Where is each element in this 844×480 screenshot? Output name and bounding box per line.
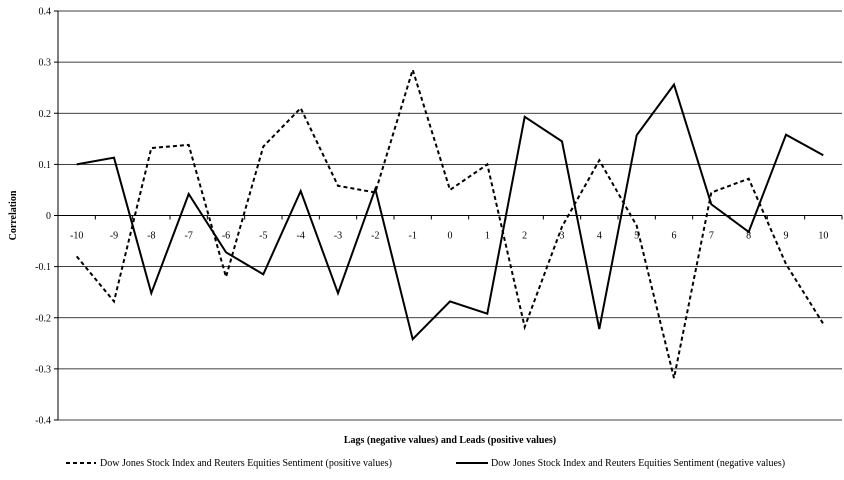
y-tick-label: -0.4 bbox=[35, 416, 51, 427]
series-line-positive bbox=[75, 66, 825, 379]
x-tick-label: -1 bbox=[408, 231, 416, 242]
x-axis-title: Lags (negative values) and Leads (positi… bbox=[344, 435, 556, 446]
y-tick-label: 0.2 bbox=[39, 109, 52, 120]
x-tick-label: -5 bbox=[259, 231, 267, 242]
x-tick-label: -3 bbox=[334, 231, 342, 242]
legend: Dow Jones Stock Index and Reuters Equiti… bbox=[66, 458, 785, 469]
y-axis-title: Correlation bbox=[8, 190, 19, 240]
y-tick-label: -0.1 bbox=[35, 262, 51, 273]
gridlines bbox=[58, 10, 842, 421]
legend-label-positive: Dow Jones Stock Index and Reuters Equiti… bbox=[100, 458, 392, 469]
x-tick-label: -6 bbox=[222, 231, 230, 242]
y-axis-ticks: 0.4 0.3 0.2 0.1 0 -0.1 -0.2 -0.3 -0.4 bbox=[35, 7, 58, 427]
series-line-negative bbox=[76, 82, 824, 342]
y-tick-label: -0.3 bbox=[35, 364, 51, 375]
x-tick-label: 9 bbox=[784, 231, 789, 242]
x-tick-label: 7 bbox=[709, 231, 714, 242]
x-tick-label: -7 bbox=[184, 231, 192, 242]
legend-label-negative: Dow Jones Stock Index and Reuters Equiti… bbox=[491, 458, 785, 469]
y-tick-label: 0.3 bbox=[39, 58, 52, 69]
y-tick-label: 0.1 bbox=[39, 160, 52, 171]
x-tick-label: 3 bbox=[560, 231, 565, 242]
x-tick-label: 4 bbox=[597, 231, 602, 242]
x-tick-label: 0 bbox=[448, 231, 453, 242]
x-tick-label: 8 bbox=[746, 231, 751, 242]
x-tick-label: 2 bbox=[522, 231, 527, 242]
x-tick-label: -2 bbox=[371, 231, 379, 242]
series-lines bbox=[75, 66, 825, 379]
x-tick-label: 10 bbox=[818, 231, 828, 242]
y-tick-label: -0.2 bbox=[35, 313, 51, 324]
x-tick-label: 1 bbox=[485, 231, 490, 242]
x-tick-label: -9 bbox=[110, 231, 118, 242]
y-tick-label: 0 bbox=[46, 211, 51, 222]
x-tick-label: 5 bbox=[634, 231, 639, 242]
x-tick-label: -4 bbox=[296, 231, 304, 242]
x-tick-label: 6 bbox=[672, 231, 677, 242]
y-tick-label: 0.4 bbox=[39, 7, 52, 18]
x-tick-label: -10 bbox=[70, 231, 83, 242]
x-axis-ticks: -10 -9 -8 -7 -6 -5 -4 -3 -2 -1 0 1 2 3 4 5 6 7 8 9 10 bbox=[57, 215, 843, 242]
x-tick-label: -8 bbox=[147, 231, 155, 242]
